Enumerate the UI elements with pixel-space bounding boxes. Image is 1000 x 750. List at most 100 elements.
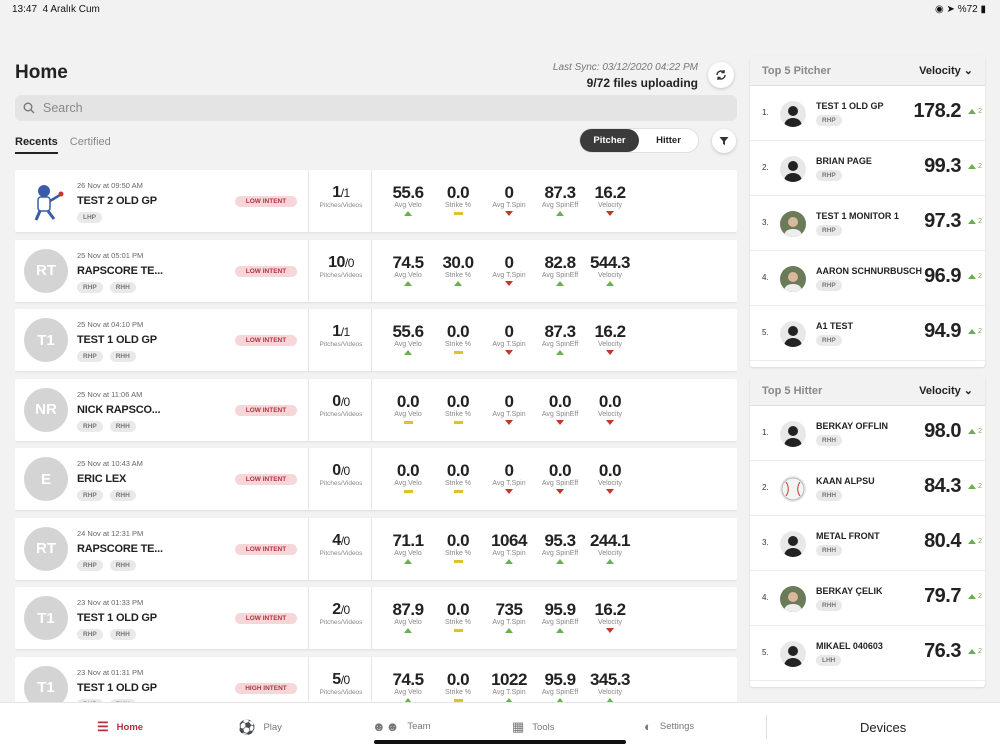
metric: 0.0 Avg SpinEff [530, 461, 590, 494]
metric-value: 74.5 [392, 669, 424, 689]
top-pitcher-sort-dropdown[interactable]: Velocity ⌄ [919, 64, 973, 77]
trend-up-icon [968, 274, 977, 279]
divider [371, 309, 372, 371]
search-bar[interactable] [15, 95, 737, 121]
nav-team[interactable]: ☻☻ Team [372, 719, 431, 734]
filter-button[interactable] [712, 129, 736, 153]
metric: 0 Avg T.Spin [479, 461, 539, 494]
videos: /0 [340, 603, 351, 617]
videos: /1 [340, 325, 351, 339]
avatar [780, 641, 806, 667]
leaderboard-row[interactable]: 5. A1 TEST RHP 94.9 2 [750, 306, 985, 361]
trend-up-icon [454, 280, 462, 286]
leaderboard-row[interactable]: 2. BRIAN PAGE RHP 99.3 2 [750, 141, 985, 196]
session-row[interactable]: RT 25 Nov at 05:01 PM RAPSCORE TE... RHP RHH… [15, 239, 737, 302]
metric-value: 30.0 [442, 252, 474, 272]
pitch-count-value: 10/0 [310, 254, 372, 272]
metric-value: 0.0 [598, 461, 622, 480]
trend-up-icon [968, 539, 977, 544]
pitches: 1 [332, 323, 341, 340]
hitter-segment[interactable]: Hitter [656, 135, 681, 146]
metric-label: Strike % [444, 480, 472, 487]
trend: 2 [968, 273, 982, 280]
player-name: ERIC LEX [77, 473, 127, 485]
top-hitter-sort-dropdown[interactable]: Velocity ⌄ [919, 384, 973, 397]
session-date: 26 Nov at 09:50 AM [77, 181, 143, 190]
videos: /0 [340, 672, 351, 687]
top-hitter-title: Top 5 Hitter [762, 384, 823, 397]
pitcher-hitter-toggle: Pitcher Hitter [580, 129, 698, 152]
trend-up-icon [968, 329, 977, 334]
baseball-icon: ⚽ [238, 719, 256, 735]
leaderboard-row[interactable]: 1. TEST 1 OLD GP RHP 178.2 2 [750, 86, 985, 141]
player-name: TEST 1 MONITOR 1 [816, 211, 899, 221]
trend: 2 [968, 218, 982, 225]
search-input[interactable] [43, 101, 643, 115]
trend-down-icon [505, 419, 513, 425]
leaderboard-row[interactable]: 1. BERKAY OFFLIN RHH 98.0 2 [750, 406, 985, 461]
tab-recents[interactable]: Recents [15, 136, 58, 154]
nav-settings[interactable]: ◐ Settings [644, 719, 694, 734]
nav-play-label: Play [263, 722, 282, 733]
hand-tag: RHP [816, 170, 842, 181]
nav-play[interactable]: ⚽ Play [238, 719, 282, 736]
metric-label: Velocity [597, 619, 623, 626]
rank: 5. [762, 648, 769, 657]
tags: RHP RHH [77, 698, 136, 702]
hand-tag: LHH [816, 655, 842, 666]
home-indicator[interactable] [374, 740, 626, 744]
avatar [780, 586, 806, 612]
metric-value: 0.0 [446, 669, 470, 689]
session-row[interactable]: T1 23 Nov at 01:31 PM TEST 1 OLD GP RHP RHH H… [15, 656, 737, 702]
nav-home[interactable]: ☰ Home [97, 719, 143, 735]
metric-label: Avg Velo [394, 202, 422, 209]
rank: 3. [762, 538, 769, 547]
metric-label: Avg T.Spin [492, 619, 526, 626]
top-hitter-header: Top 5 Hitter Velocity ⌄ [750, 376, 985, 406]
leaderboard-row[interactable]: 4. BERKAY ÇELIK RHH 79.7 2 [750, 571, 985, 626]
devices-button[interactable]: Devices [860, 720, 907, 735]
rank: 1. [762, 428, 769, 437]
session-row[interactable]: 26 Nov at 09:50 AM TEST 2 OLD GP LHP LOW IN… [15, 170, 737, 232]
metric: 0.0 Avg SpinEff [530, 392, 590, 425]
pitch-count-value: 5/0 [310, 671, 372, 689]
pitcher-segment[interactable]: Pitcher [580, 129, 639, 152]
trend-flat-icon [453, 559, 463, 563]
metric: 0.0 Avg Velo [378, 461, 438, 493]
trend-up-icon [505, 558, 513, 564]
pitch-count-label: Pitches/Videos [319, 202, 363, 209]
session-row[interactable]: NR 25 Nov at 11:06 AM NICK RAPSCO... RHP RHH… [15, 378, 737, 441]
leaderboard-row[interactable]: 2. KAAN ALPSU RHH 84.3 2 [750, 461, 985, 516]
metric: 87.3 Avg SpinEff [530, 322, 590, 355]
velocity-value: 178.2 [913, 100, 961, 122]
rank: 5. [762, 328, 769, 337]
metric-label: Avg SpinEff [541, 688, 579, 696]
sync-button[interactable] [708, 62, 734, 88]
top-pitcher-header: Top 5 Pitcher Velocity ⌄ [750, 56, 985, 86]
trend-down-icon [556, 419, 564, 425]
hand-tag: RHP [816, 225, 842, 236]
metric-label: Avg SpinEff [541, 202, 579, 209]
hand-tag: RHP [77, 698, 103, 702]
trend-up-icon [556, 628, 564, 633]
session-row[interactable]: T1 23 Nov at 01:33 PM TEST 1 OLD GP RHP RHH L… [15, 587, 737, 649]
leaderboard-row[interactable]: 5. MIKAEL 040603 LHH 76.3 2 [750, 626, 985, 681]
session-row[interactable]: E 25 Nov at 10:43 AM ERIC LEX RHP RHH LOW INT… [15, 448, 737, 510]
leaderboard-row[interactable]: 3. METAL FRONT RHH 80.4 2 [750, 516, 985, 571]
leaderboard-row[interactable]: 4. AARON SCHNURBUSCH RHP 96.9 2 [750, 251, 985, 306]
tab-certified[interactable]: Certified [69, 136, 111, 148]
session-row[interactable]: RT 24 Nov at 12:31 PM RAPSCORE TE... RHP RHH… [15, 517, 737, 580]
trend: 2 [968, 108, 982, 115]
nav-tools[interactable]: ▦ Tools [512, 719, 554, 735]
metric-label: Strike % [444, 619, 472, 626]
rank: 4. [762, 273, 769, 282]
hand-tag: RHH [816, 600, 843, 611]
session-row[interactable]: T1 25 Nov at 04:10 PM TEST 1 OLD GP RHP RHH L… [15, 309, 737, 371]
metric-label: Velocity [597, 410, 623, 418]
leaderboard-row[interactable]: 3. TEST 1 MONITOR 1 RHP 97.3 2 [750, 196, 985, 251]
player-name: TEST 1 OLD GP [77, 681, 157, 694]
battery-percent: %72 [957, 4, 978, 15]
metric: 16.2 Velocity [580, 600, 640, 633]
metric-label: Avg Velo [394, 549, 422, 557]
metric: 82.8 Avg SpinEff [530, 253, 590, 286]
